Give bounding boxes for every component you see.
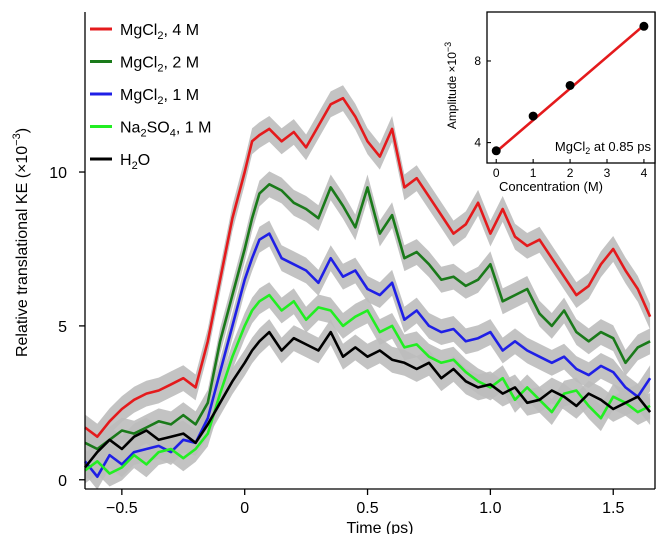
legend-entry-mgcl2_4m: MgCl2, 4 M	[90, 22, 199, 42]
inset-chart: 0 1 2 3 4 4 8 Concentration (M) Amplitude ×10−3 M…	[443, 11, 656, 194]
inset-data-point	[528, 111, 538, 121]
legend-entry-h2o: H2O	[90, 152, 150, 172]
inset-data-point	[491, 146, 501, 156]
inset-y-axis-label: Amplitude ×10−3	[443, 42, 459, 129]
legend-label: MgCl2, 4 M	[120, 22, 199, 42]
inset-x-axis-label: Concentration (M)	[499, 179, 603, 194]
y-tick-label: 10	[49, 165, 67, 182]
inset-data-point	[639, 21, 649, 31]
inset-x-tick-label: 3	[604, 166, 611, 180]
legend-label: Na2SO4, 1 M	[120, 120, 211, 140]
inset-x-tick-label: 1	[530, 166, 537, 180]
legend: MgCl2, 4 M MgCl2, 2 M MgCl2, 1 M Na2SO4, 1 …	[90, 22, 211, 172]
legend-label: MgCl2, 1 M	[120, 87, 199, 107]
legend-entry-mgcl2_1m: MgCl2, 1 M	[90, 87, 199, 107]
x-tick-label: 0.5	[356, 500, 378, 517]
y-tick-label: 5	[58, 319, 67, 336]
error-band-na2so4_1m	[85, 282, 651, 487]
x-axis-label: Time (ps)	[347, 520, 414, 534]
x-tick-label: 1.0	[479, 500, 501, 517]
legend-label: MgCl2, 2 M	[120, 55, 199, 75]
series-line-na2so4_1m	[84, 293, 651, 475]
inset-x-tick-label: 0	[493, 166, 500, 180]
x-tick-label: −0.5	[106, 500, 138, 517]
legend-label: H2O	[120, 152, 150, 172]
series-line-mgcl2_4m	[84, 96, 652, 439]
y-axis-label: Relative translational KE (×10−3)	[11, 128, 31, 357]
x-tick-label: 0	[240, 500, 249, 517]
legend-entry-mgcl2_2m: MgCl2, 2 M	[90, 55, 199, 75]
series-line-mgcl2_1m	[83, 232, 652, 479]
legend-entry-na2so4_1m: Na2SO4, 1 M	[90, 120, 211, 140]
x-tick-label: 1.5	[602, 500, 624, 517]
series-line-h2o	[83, 330, 652, 469]
y-tick-label: 0	[58, 473, 67, 490]
series-lines	[83, 96, 652, 479]
inset-x-tick-label: 2	[567, 166, 574, 180]
inset-y-tick-label: 8	[474, 54, 481, 68]
series-line-mgcl2_2m	[84, 183, 651, 451]
inset-data-point	[565, 80, 575, 90]
inset-x-tick-label: 4	[641, 166, 648, 180]
inset-y-tick-label: 4	[474, 136, 481, 150]
inset-annotation: MgCl2 at 0.85 ps	[555, 139, 652, 156]
